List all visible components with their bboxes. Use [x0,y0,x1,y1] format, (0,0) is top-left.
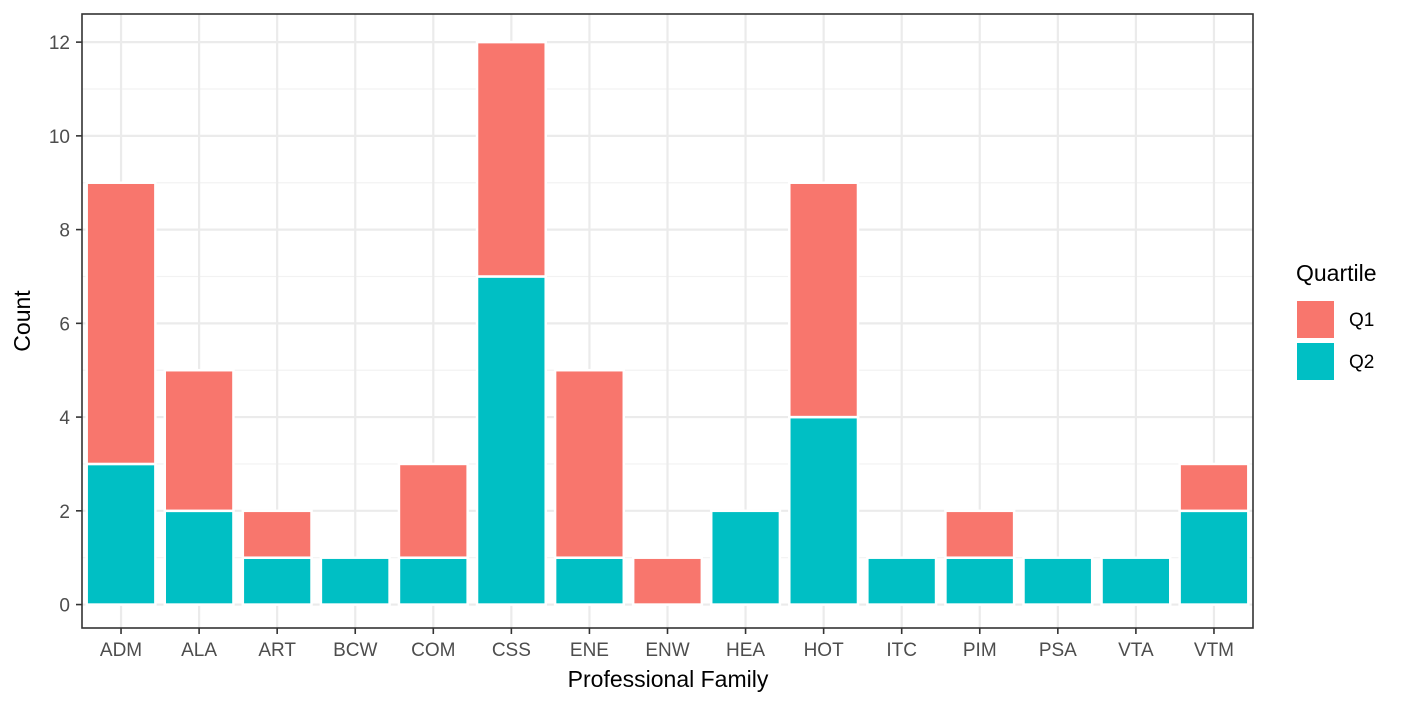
x-tick-label: HOT [804,640,845,661]
x-tick-label: ALA [181,640,217,661]
x-tick-label: ITC [886,640,917,661]
bar-psa-q2 [1022,556,1094,606]
x-tick-label: ART [258,640,296,661]
x-tick-label: HEA [726,640,765,661]
x-axis-title: Professional Family [568,666,769,692]
bar-enw-q1 [631,556,704,606]
x-tick-label: COM [411,640,455,661]
bar-itc-q2 [866,556,938,606]
bar-ala-q1 [163,368,235,513]
legend-key-q1 [1297,301,1334,338]
legend-label-q1: Q1 [1349,310,1374,331]
legend-title: Quartile [1296,260,1377,286]
bar-pim-q2 [944,556,1016,606]
bar-bcw-q2 [319,556,391,606]
y-tick-label: 12 [49,33,70,54]
x-tick-label: PSA [1039,640,1077,661]
y-tick-label: 4 [59,408,70,429]
bar-ene-q1 [553,368,626,559]
bar-hot-q1 [788,181,860,419]
x-tick-label: VTA [1118,640,1154,661]
x-tick-label: ENE [570,640,609,661]
y-tick-label: 0 [59,596,70,617]
bar-vtm-q2 [1178,509,1250,606]
bar-ala-q2 [163,509,235,606]
bar-com-q1 [397,462,469,559]
bar-ene-q2 [553,556,626,606]
x-tick-label: PIM [963,640,997,661]
bar-css-q2 [475,275,547,606]
bar-vtm-q1 [1178,462,1250,513]
y-tick-label: 10 [49,127,70,148]
x-axis: ADM ALA ART BCW COM CSS ENE ENW HEA HOT ITC PIM PSA V… [100,628,1234,661]
x-tick-label: ENW [645,640,689,661]
bar-vta-q2 [1100,556,1172,606]
bar-adm-q1 [85,181,157,466]
x-tick-label: ADM [100,640,142,661]
bar-hot-q2 [788,415,860,606]
legend-label-q2: Q2 [1349,352,1374,373]
y-axis: 0 2 4 6 8 10 12 [49,33,82,617]
bar-hea-q2 [709,509,782,606]
legend-key-q2 [1297,343,1334,380]
bar-pim-q1 [944,509,1016,559]
legend: Quartile Q1 Q2 [1296,260,1377,380]
x-tick-label: CSS [492,640,531,661]
x-tick-label: VTM [1194,640,1234,661]
y-tick-label: 6 [59,314,70,335]
bar-art-q2 [241,556,313,606]
x-tick-label: BCW [333,640,377,661]
y-tick-label: 2 [59,502,70,523]
bar-com-q2 [397,556,469,606]
bar-art-q1 [241,509,313,559]
y-tick-label: 8 [59,221,70,242]
plot-panel [81,13,1254,629]
bar-adm-q2 [85,462,157,606]
bar-css-q1 [475,40,547,278]
y-axis-title: Count [9,290,35,352]
